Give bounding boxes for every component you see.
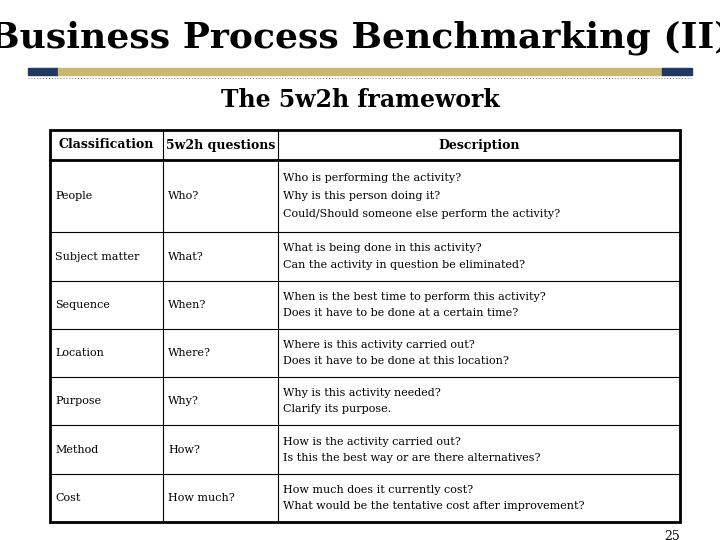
Text: Who is performing the activity?: Who is performing the activity? <box>283 173 461 183</box>
Text: What is being done in this activity?: What is being done in this activity? <box>283 244 482 253</box>
Text: Location: Location <box>55 348 104 358</box>
Text: Cost: Cost <box>55 493 81 503</box>
Text: Does it have to be done at this location?: Does it have to be done at this location… <box>283 356 509 366</box>
Text: Subject matter: Subject matter <box>55 252 140 261</box>
Bar <box>58 68 662 75</box>
Text: People: People <box>55 191 92 201</box>
Text: What?: What? <box>168 252 204 261</box>
Text: How?: How? <box>168 444 200 455</box>
Text: What would be the tentative cost after improvement?: What would be the tentative cost after i… <box>283 501 585 511</box>
Text: How much?: How much? <box>168 493 235 503</box>
Text: Purpose: Purpose <box>55 396 101 406</box>
Text: Method: Method <box>55 444 98 455</box>
Text: Sequence: Sequence <box>55 300 110 310</box>
Text: Why?: Why? <box>168 396 199 406</box>
Text: 25: 25 <box>665 530 680 540</box>
Text: Who?: Who? <box>168 191 199 201</box>
Text: Why is this person doing it?: Why is this person doing it? <box>283 191 440 201</box>
Bar <box>662 68 692 75</box>
Text: Business Process Benchmarking (II): Business Process Benchmarking (II) <box>0 21 720 55</box>
Text: Classification: Classification <box>59 138 154 152</box>
Text: When?: When? <box>168 300 207 310</box>
Text: Description: Description <box>438 138 520 152</box>
Bar <box>50 130 680 522</box>
Text: Is this the best way or are there alternatives?: Is this the best way or are there altern… <box>283 453 541 463</box>
Text: When is the best time to perform this activity?: When is the best time to perform this ac… <box>283 292 546 302</box>
Text: Could/Should someone else perform the activity?: Could/Should someone else perform the ac… <box>283 210 560 219</box>
Text: Clarify its purpose.: Clarify its purpose. <box>283 404 391 414</box>
Text: 5w2h questions: 5w2h questions <box>166 138 275 152</box>
Text: How much does it currently cost?: How much does it currently cost? <box>283 485 473 495</box>
Text: Can the activity in question be eliminated?: Can the activity in question be eliminat… <box>283 260 525 269</box>
Text: Where is this activity carried out?: Where is this activity carried out? <box>283 340 474 350</box>
Text: Does it have to be done at a certain time?: Does it have to be done at a certain tim… <box>283 308 518 318</box>
Text: How is the activity carried out?: How is the activity carried out? <box>283 436 461 447</box>
Text: Why is this activity needed?: Why is this activity needed? <box>283 388 441 399</box>
Text: The 5w2h framework: The 5w2h framework <box>220 88 500 112</box>
Bar <box>28 68 58 75</box>
Text: Where?: Where? <box>168 348 211 358</box>
